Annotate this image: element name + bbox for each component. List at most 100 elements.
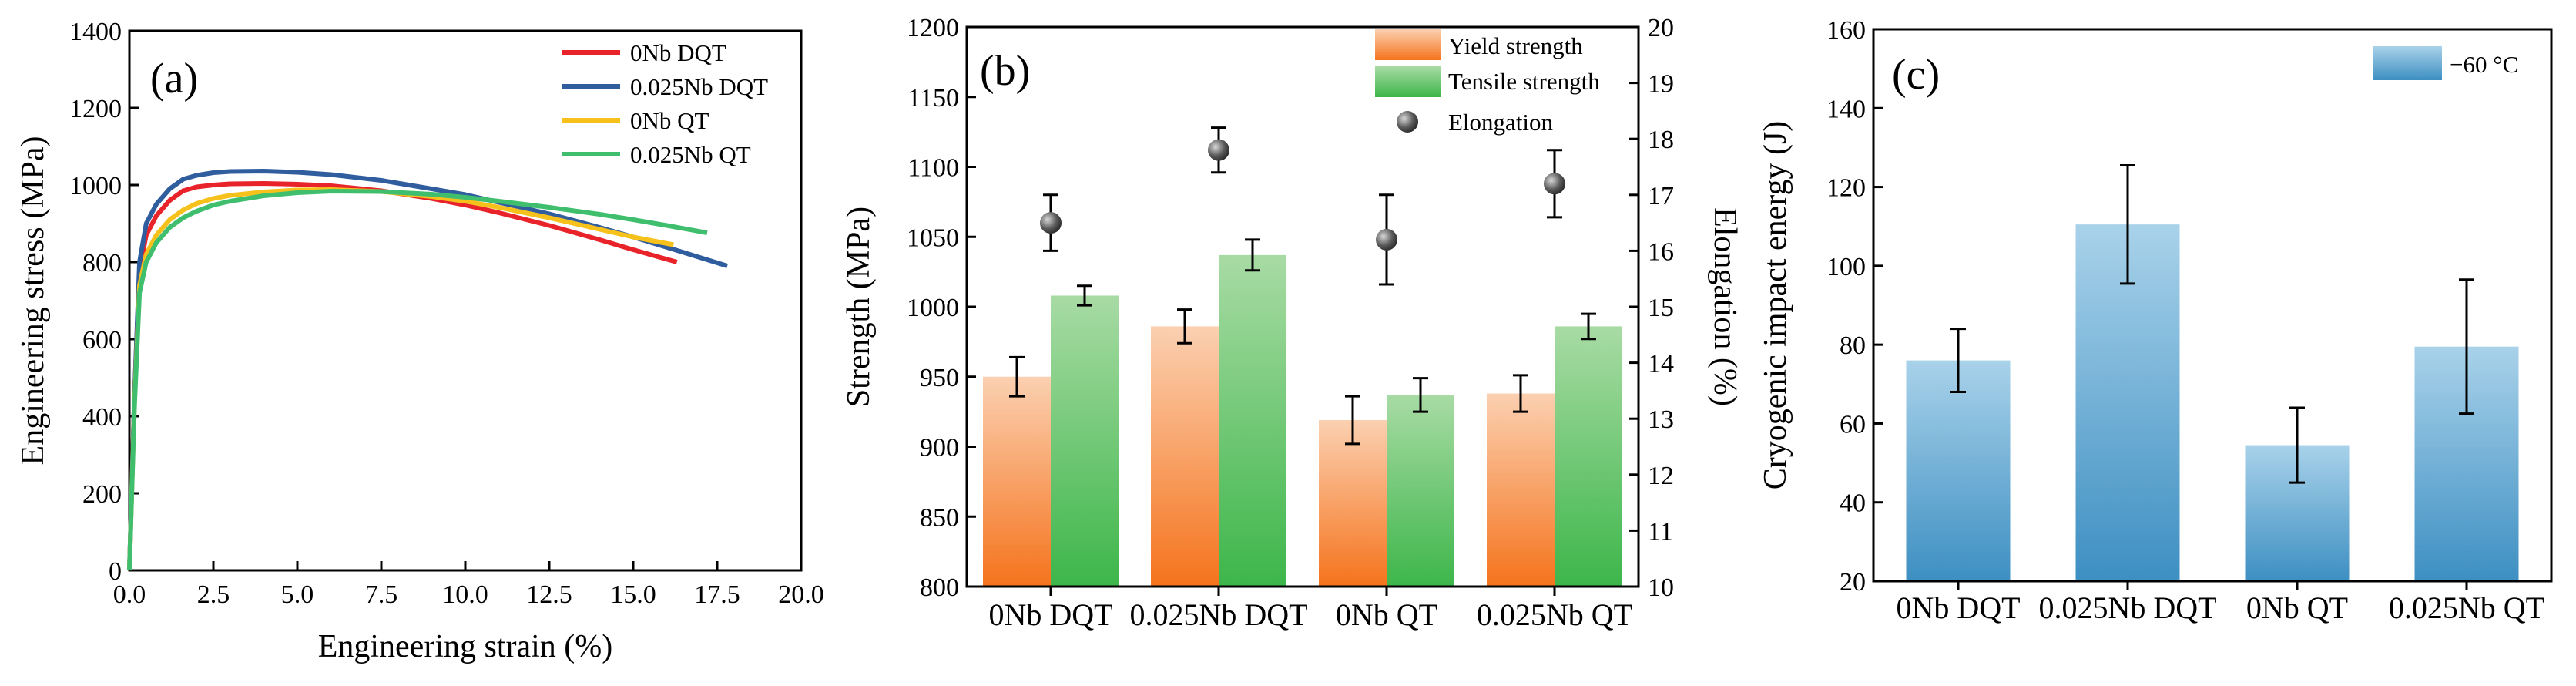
yield-bar [1151, 326, 1219, 587]
category-label: 0Nb QT [2246, 590, 2348, 625]
y-tick-label: 1200 [69, 95, 122, 123]
elongation-point [1208, 139, 1229, 161]
y2-tick-label: 18 [1648, 126, 1674, 154]
panel-a-legend: 0Nb DQT 0.025Nb DQT 0Nb QT 0.025Nb QT [562, 39, 768, 168]
legend-label: Tensile strength [1448, 68, 1600, 95]
panel-c-legend: −60 °C [2373, 46, 2518, 80]
panel-c-frame [1872, 28, 2553, 583]
panel-b-y-axis-label: Strength (MPa) [841, 207, 877, 407]
panel-c-bars [1906, 163, 2519, 581]
y-tick-label: 1400 [69, 18, 122, 46]
x-tick-label: 7.5 [365, 580, 398, 609]
series-line [127, 169, 728, 571]
legend-swatch [1375, 66, 1441, 97]
y-tick-label: 100 [1826, 253, 1866, 281]
legend-label: 0.025Nb QT [630, 141, 751, 168]
y-tick-label: 120 [1826, 174, 1866, 203]
legend-label: −60 °C [2450, 51, 2518, 78]
legend-swatch [2373, 46, 2442, 80]
y-tick-label: 600 [82, 326, 122, 355]
legend-marker [1397, 111, 1418, 133]
panel-b-left-ticks: 800 850 900 950 1000 1050 1100 1150 1200 [907, 14, 976, 602]
y-tick-label: 850 [920, 503, 959, 532]
x-tick-label: 0.0 [113, 580, 146, 609]
panel-a-label: (a) [150, 55, 198, 103]
elongation-point [1040, 212, 1062, 234]
y-tick-label: 20 [1840, 568, 1866, 597]
legend-swatch [1375, 29, 1441, 60]
category-label: 0Nb DQT [1896, 590, 2020, 625]
panel-b-y2-axis-label: Elongation (%) [1707, 207, 1742, 406]
panel-c-y-ticks: 20 40 60 80 100 120 140 160 [1826, 16, 1883, 597]
y-tick-label: 80 [1840, 331, 1866, 360]
y-tick-label: 1000 [907, 294, 959, 322]
x-tick-label: 5.0 [281, 580, 314, 609]
series-line [127, 181, 678, 571]
panel-b-categories: 0Nb DQT 0.025Nb DQT 0Nb QT 0.025Nb QT [988, 587, 1632, 632]
y-tick-label: 1150 [907, 84, 959, 113]
tensile-bar [1219, 254, 1286, 587]
y-tick-label: 950 [920, 364, 959, 392]
y-tick-label: 1100 [907, 154, 959, 183]
category-label: 0.025Nb QT [2389, 590, 2544, 625]
y-tick-label: 1200 [907, 14, 959, 42]
panel-a-y-axis-label: Engineering stress (MPa) [15, 136, 51, 466]
y2-tick-label: 13 [1648, 405, 1674, 434]
legend-label: Elongation [1448, 109, 1554, 136]
category-label: 0.025Nb QT [1477, 597, 1632, 632]
panel-b-label: (b) [980, 47, 1030, 95]
y2-tick-label: 16 [1648, 237, 1674, 266]
y-tick-label: 1000 [69, 172, 122, 200]
panel-b-right-ticks: 10 11 12 13 14 15 16 17 18 19 20 [1629, 14, 1674, 602]
panel-a-x-axis-label: Engineering strain (%) [318, 629, 613, 664]
legend-label: Yield strength [1448, 32, 1583, 59]
y2-tick-label: 17 [1648, 182, 1674, 210]
y2-tick-label: 10 [1648, 573, 1674, 602]
category-label: 0.025Nb DQT [1129, 597, 1307, 632]
x-tick-label: 10.0 [442, 580, 488, 609]
yield-bar [1487, 393, 1555, 587]
series-line [127, 187, 674, 571]
y2-tick-label: 14 [1648, 350, 1674, 378]
y2-tick-label: 12 [1648, 462, 1674, 490]
category-label: 0Nb DQT [988, 597, 1112, 632]
panel-c-label: (c) [1892, 51, 1940, 99]
panel-c-categories: 0Nb DQT 0.025Nb DQT 0Nb QT 0.025Nb QT [1896, 581, 2544, 625]
impact-bar [1906, 360, 2011, 581]
y2-tick-label: 11 [1648, 517, 1673, 546]
tensile-bar [1555, 326, 1622, 587]
x-tick-label: 20.0 [778, 580, 824, 609]
yield-bar [983, 376, 1051, 587]
y2-tick-label: 15 [1648, 294, 1674, 322]
y-tick-label: 140 [1826, 95, 1866, 123]
y-tick-label: 0 [109, 557, 122, 586]
elongation-point [1376, 228, 1397, 251]
legend-label: 0Nb DQT [630, 39, 726, 66]
y-tick-label: 60 [1840, 410, 1866, 439]
y-tick-label: 900 [920, 434, 959, 462]
y-tick-label: 800 [920, 573, 959, 602]
x-tick-label: 15.0 [610, 580, 656, 609]
panel-a-y-ticks: 0 200 400 600 800 1000 1200 1400 [69, 18, 139, 586]
y2-tick-label: 19 [1648, 70, 1674, 99]
x-tick-label: 12.5 [526, 580, 572, 609]
panel-b-legend: Yield strength Tensile strength Elongation [1375, 29, 1600, 136]
tensile-bar [1051, 295, 1119, 587]
yield-bar [1319, 420, 1387, 587]
y-tick-label: 200 [82, 480, 122, 509]
elongation-point [1544, 173, 1565, 195]
y-tick-label: 160 [1826, 16, 1866, 45]
series-line [127, 189, 708, 571]
y-tick-label: 800 [82, 249, 122, 277]
y-tick-label: 40 [1840, 489, 1866, 518]
panel-a-x-ticks: 0.0 2.5 5.0 7.5 10.0 12.5 15.0 17.5 20.0 [113, 561, 824, 609]
x-tick-label: 17.5 [694, 580, 740, 609]
x-tick-label: 2.5 [197, 580, 230, 609]
panel-c-y-axis-label: Cryogenic impact energy (J) [1758, 121, 1793, 490]
legend-label: 0Nb QT [630, 107, 709, 134]
category-label: 0.025Nb DQT [2038, 590, 2216, 625]
tensile-bar [1387, 395, 1454, 587]
